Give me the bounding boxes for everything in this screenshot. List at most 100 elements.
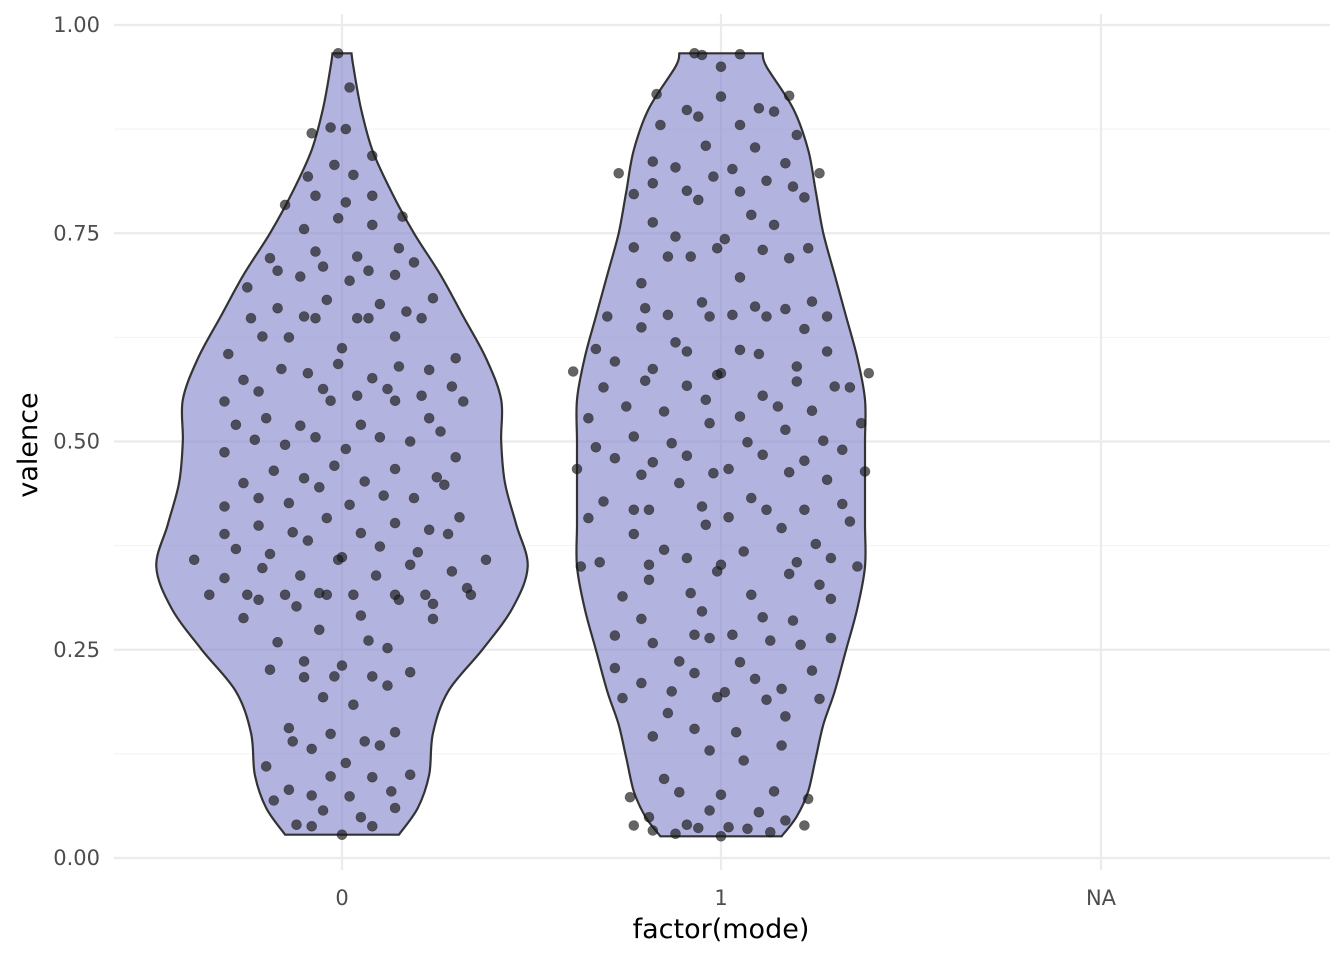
- data-point: [719, 233, 731, 245]
- data-point: [594, 556, 606, 568]
- data-point: [264, 548, 276, 560]
- data-point: [647, 825, 659, 836]
- data-point: [734, 119, 746, 131]
- data-point: [404, 769, 416, 781]
- data-point: [727, 629, 738, 641]
- data-point: [764, 826, 776, 838]
- data-point: [242, 589, 253, 601]
- data-point: [696, 49, 708, 61]
- data-point: [223, 348, 234, 360]
- data-point: [249, 434, 261, 446]
- data-point: [329, 671, 340, 682]
- data-point: [753, 103, 765, 114]
- data-point: [799, 504, 810, 516]
- data-point: [776, 683, 787, 695]
- data-point: [636, 613, 647, 625]
- data-point: [768, 786, 780, 797]
- data-point: [272, 636, 283, 648]
- data-point: [366, 150, 378, 162]
- data-point: [348, 589, 359, 601]
- data-point: [454, 511, 465, 523]
- data-point: [749, 142, 761, 153]
- data-point: [446, 381, 458, 392]
- data-point: [620, 401, 632, 412]
- data-point: [772, 401, 784, 412]
- data-point: [306, 790, 318, 801]
- data-point: [681, 380, 693, 392]
- data-point: [325, 395, 336, 407]
- data-point: [260, 412, 272, 424]
- data-point: [780, 815, 791, 826]
- data-point: [685, 587, 697, 599]
- data-point: [700, 140, 712, 152]
- data-point: [279, 439, 291, 451]
- data-point: [332, 554, 344, 566]
- data-point: [704, 417, 715, 429]
- data-point: [359, 736, 371, 747]
- data-point: [310, 190, 321, 202]
- data-point: [708, 171, 719, 182]
- data-point: [836, 444, 848, 456]
- data-point: [382, 383, 393, 395]
- data-point: [628, 242, 640, 253]
- data-point: [704, 805, 715, 816]
- data-point: [681, 185, 693, 197]
- data-point: [821, 346, 833, 357]
- data-point: [745, 589, 757, 601]
- data-point: [692, 111, 704, 122]
- data-point: [806, 405, 818, 417]
- data-point: [761, 694, 772, 706]
- data-point: [662, 309, 674, 321]
- data-point: [325, 728, 336, 740]
- data-point: [257, 562, 268, 574]
- data-point: [465, 589, 477, 601]
- data-point: [639, 302, 651, 314]
- data-point: [768, 219, 780, 231]
- data-point: [298, 311, 310, 322]
- data-point: [757, 611, 769, 623]
- data-point: [294, 570, 306, 581]
- data-point: [279, 199, 291, 211]
- data-point: [855, 417, 867, 429]
- y-axis-ticks: 0.00 0.25 0.50 0.75 1.00: [53, 13, 100, 870]
- data-point: [313, 624, 325, 636]
- data-point: [219, 446, 230, 458]
- data-point: [306, 128, 318, 139]
- data-point: [598, 382, 609, 393]
- violin-layer: [155, 52, 867, 838]
- data-point: [745, 492, 757, 504]
- data-point: [268, 465, 280, 477]
- data-point: [814, 693, 825, 705]
- data-point: [276, 363, 287, 375]
- data-point: [817, 435, 829, 447]
- x-tick-label: 0: [335, 886, 348, 910]
- data-point: [844, 516, 856, 527]
- data-point: [446, 566, 458, 577]
- data-point: [745, 209, 757, 221]
- data-point: [761, 175, 772, 187]
- data-point: [719, 686, 731, 698]
- data-point: [420, 589, 431, 601]
- data-point: [711, 242, 723, 254]
- data-point: [310, 431, 321, 443]
- data-point: [723, 463, 734, 475]
- data-point: [480, 554, 492, 566]
- data-point: [567, 366, 579, 377]
- data-point: [791, 361, 803, 372]
- data-point: [393, 594, 405, 606]
- data-point: [332, 47, 344, 59]
- data-point: [272, 265, 283, 277]
- data-point: [317, 691, 329, 703]
- data-point: [238, 477, 249, 489]
- data-point: [704, 311, 715, 322]
- data-point: [450, 352, 462, 364]
- data-point: [321, 589, 333, 601]
- data-point: [617, 591, 628, 602]
- data-point: [355, 811, 367, 823]
- data-point: [329, 159, 340, 171]
- data-point: [374, 298, 386, 310]
- data-point: [230, 419, 242, 431]
- data-point: [298, 656, 310, 667]
- data-point: [814, 168, 825, 179]
- data-point: [204, 589, 215, 601]
